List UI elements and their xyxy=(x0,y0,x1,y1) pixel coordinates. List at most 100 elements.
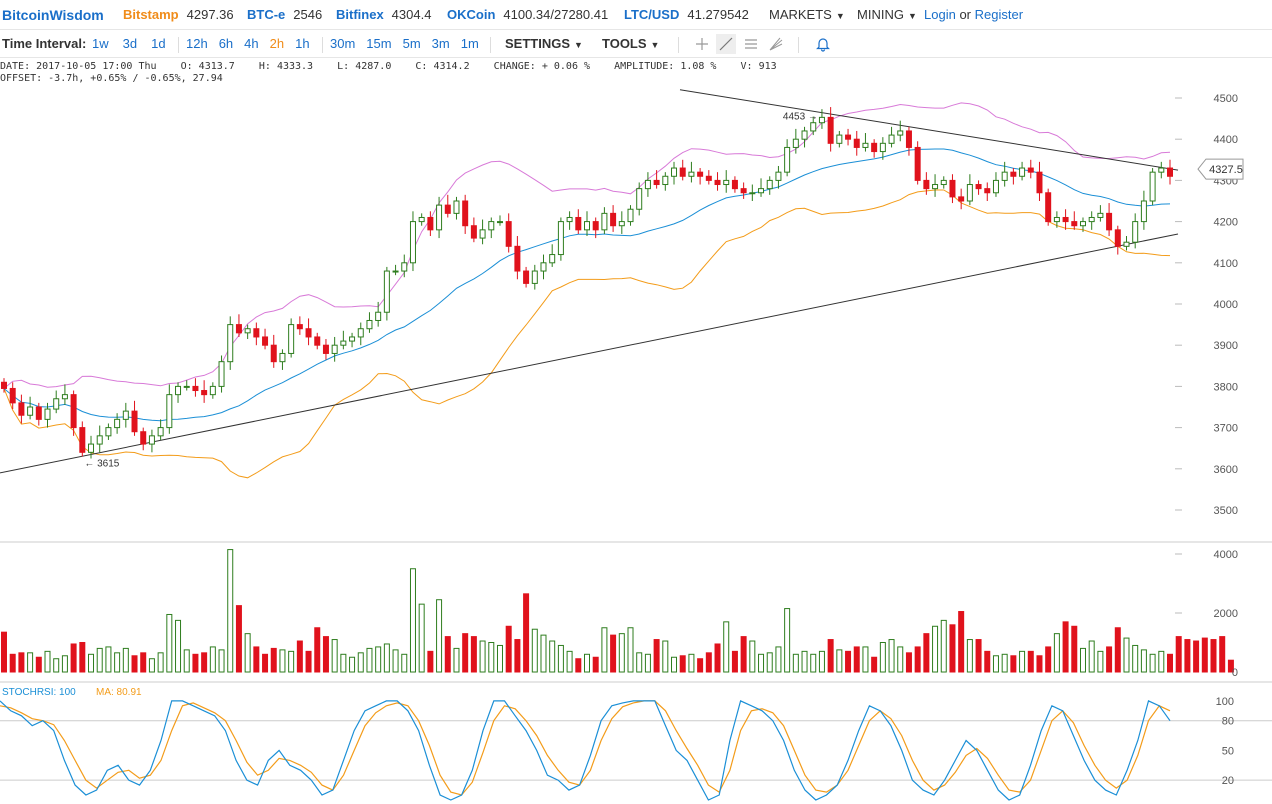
tools-menu[interactable]: TOOLS ▼ xyxy=(602,36,659,51)
interval-button-3m[interactable]: 3m xyxy=(431,36,450,51)
login-link[interactable]: Login xyxy=(924,7,956,22)
volume-bar xyxy=(270,647,277,673)
volume-bar xyxy=(627,627,634,673)
volume-bar xyxy=(992,655,999,673)
ticker-bitfinex[interactable]: Bitfinex 4304.4 xyxy=(336,7,431,22)
volume-bar xyxy=(357,652,364,673)
candle-body xyxy=(1132,221,1139,243)
ticker-okcoin[interactable]: OKCoin 4100.34/27280.41 xyxy=(447,7,608,22)
volume-bar xyxy=(27,652,34,673)
mining-menu[interactable]: MINING ▼ xyxy=(857,7,917,22)
ticker-btce[interactable]: BTC-e 2546 xyxy=(247,7,322,22)
settings-menu[interactable]: SETTINGS ▼ xyxy=(505,36,583,51)
interval-button-2h[interactable]: 2h xyxy=(269,36,285,51)
volume-bar xyxy=(1140,649,1147,673)
interval-button-5m[interactable]: 5m xyxy=(402,36,421,51)
candle-body xyxy=(53,398,60,410)
interval-button-1m[interactable]: 1m xyxy=(460,36,479,51)
chevron-down-icon: ▼ xyxy=(907,11,917,21)
volume-bar xyxy=(340,653,347,673)
price-chart[interactable]: 3500360037003800390040004100420043004400… xyxy=(0,58,1272,804)
volume-bar xyxy=(766,652,773,673)
volume-bar xyxy=(1036,655,1043,673)
candle-body xyxy=(427,216,434,231)
volume-bar xyxy=(853,646,860,673)
candle-body xyxy=(70,394,77,429)
bell-icon[interactable] xyxy=(813,34,833,54)
stochrsi-ma-label: MA: 80.91 xyxy=(96,687,142,698)
candle-body xyxy=(801,130,808,140)
volume-bar xyxy=(9,653,16,673)
register-link[interactable]: Register xyxy=(974,7,1024,22)
brand-logo-link[interactable]: BitcoinWisdom xyxy=(2,7,104,23)
volume-bar xyxy=(897,646,904,673)
volume-bar xyxy=(697,658,704,673)
volume-bar xyxy=(79,642,86,673)
y-axes: 3500360037003800390040004100420043004400… xyxy=(1214,93,1238,787)
toolbar-divider xyxy=(678,37,679,53)
chevron-down-icon: ▼ xyxy=(835,11,845,21)
fibonacci-fan-icon[interactable] xyxy=(766,34,786,54)
volume-bar xyxy=(488,642,495,673)
volume-bar xyxy=(427,650,434,673)
candle-body xyxy=(845,134,852,140)
candle-body xyxy=(1027,167,1034,173)
current-price-label: 4327.5 xyxy=(1209,164,1243,176)
candle-body xyxy=(662,175,669,186)
candle-body xyxy=(444,204,451,214)
volume-bar xyxy=(53,658,60,673)
stoch-tick-label: 20 xyxy=(1222,775,1234,787)
candle-body xyxy=(958,196,965,202)
candle-body xyxy=(714,179,721,186)
volume-bar xyxy=(331,639,338,673)
volume-bar xyxy=(1010,655,1017,673)
candle-body xyxy=(601,212,608,231)
grid xyxy=(0,97,1272,781)
toolbar-divider xyxy=(178,37,179,53)
ticker-bitstamp[interactable]: Bitstamp 4297.36 xyxy=(123,7,234,22)
settings-label: SETTINGS xyxy=(505,36,571,51)
volume-bar xyxy=(366,647,373,673)
volume-bar xyxy=(1114,627,1121,673)
interval-button-1w[interactable]: 1w xyxy=(92,36,109,51)
horizontal-lines-icon[interactable] xyxy=(741,34,761,54)
candle-body xyxy=(897,130,904,136)
candle-body xyxy=(453,200,460,214)
interval-button-1h[interactable]: 1h xyxy=(295,36,310,51)
candle-body xyxy=(322,344,329,354)
trendline-icon[interactable] xyxy=(716,34,736,54)
volume-bar xyxy=(975,639,982,673)
candle-body xyxy=(1045,192,1052,223)
interval-button-15m[interactable]: 15m xyxy=(366,36,392,51)
interval-button-3d[interactable]: 3d xyxy=(122,36,138,51)
interval-button-6h[interactable]: 6h xyxy=(218,36,234,51)
candle-body xyxy=(932,184,939,190)
candle-body xyxy=(1071,221,1078,227)
candle-body xyxy=(984,188,991,194)
volume-bar xyxy=(122,647,129,673)
volume-bar xyxy=(227,549,234,673)
volume-bar xyxy=(1132,644,1139,673)
candle-body xyxy=(383,270,390,313)
volume-bar xyxy=(96,647,103,673)
volume-bar xyxy=(1053,633,1060,673)
price-tick-label: 3600 xyxy=(1214,464,1238,476)
volume-bar xyxy=(1,631,7,673)
candle-body xyxy=(88,443,95,453)
crosshair-icon[interactable] xyxy=(692,34,712,54)
interval-button-4h[interactable]: 4h xyxy=(244,36,259,51)
volume-bar xyxy=(70,643,77,673)
interval-button-12h[interactable]: 12h xyxy=(186,36,208,51)
interval-button-1d[interactable]: 1d xyxy=(151,36,166,51)
volume-bar xyxy=(140,652,147,673)
candle-body xyxy=(1019,167,1026,177)
volume-bar xyxy=(201,652,208,673)
volume-bar xyxy=(1227,659,1234,673)
interval-button-30m[interactable]: 30m xyxy=(330,36,356,51)
ticker-name: LTC/USD xyxy=(624,7,680,22)
volume-bar xyxy=(540,634,547,673)
ticker-ltcusd[interactable]: LTC/USD 41.279542 xyxy=(624,7,749,22)
candle-body xyxy=(566,216,573,223)
markets-menu[interactable]: MARKETS ▼ xyxy=(769,7,845,22)
volume-tick-label: 4000 xyxy=(1214,549,1238,561)
